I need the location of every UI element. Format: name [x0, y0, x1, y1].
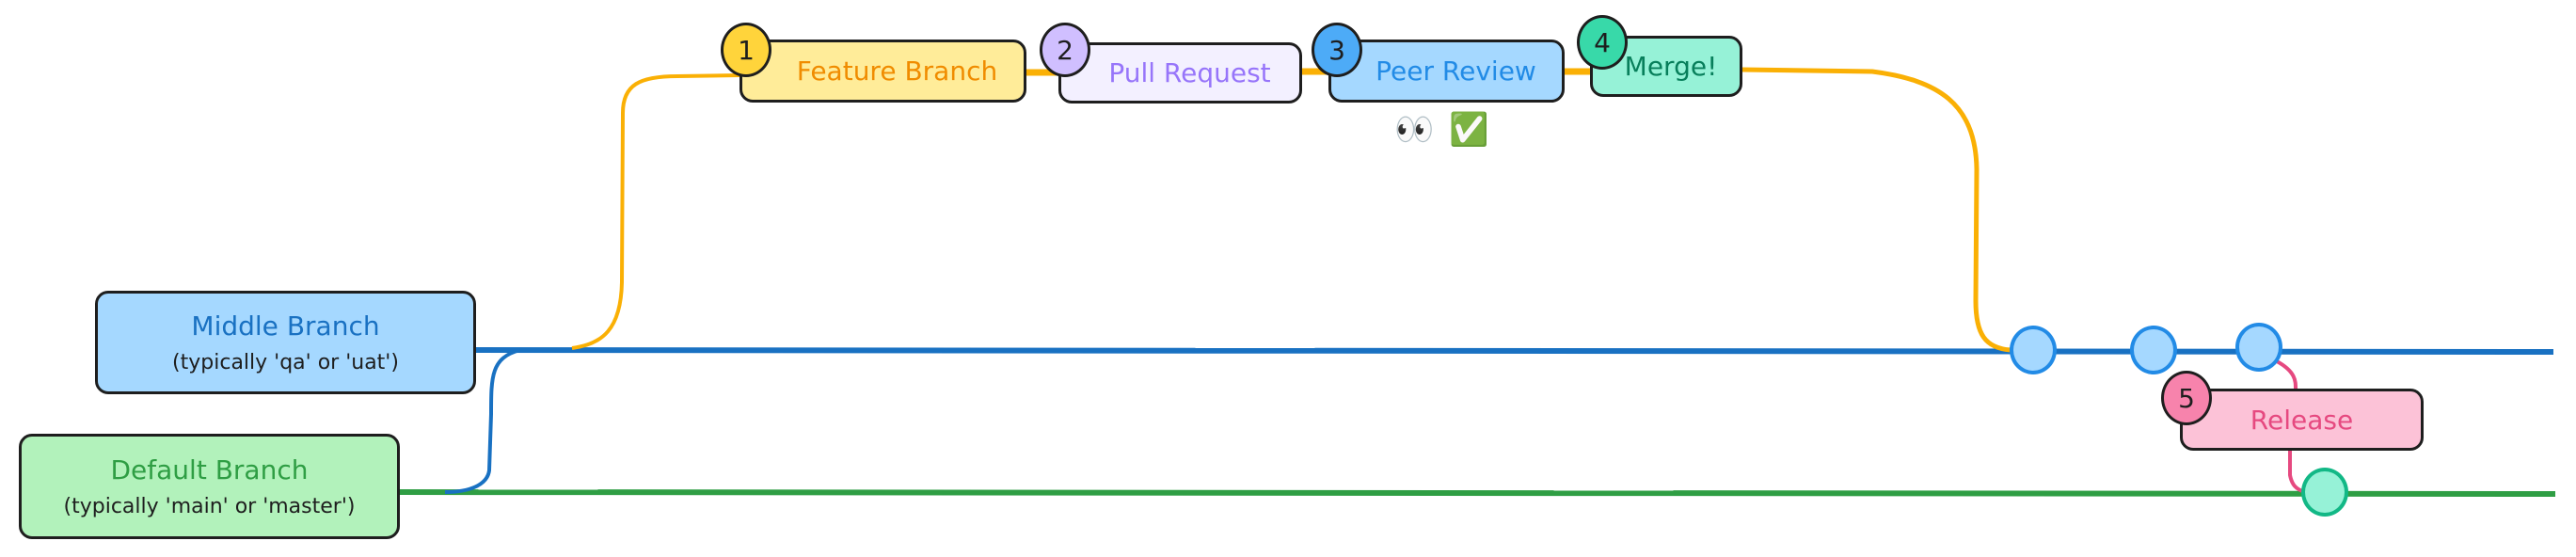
pull-request-label: Pull Request	[1108, 57, 1271, 88]
middle-branch-box: Middle Branch (typically 'qa' or 'uat')	[95, 291, 476, 394]
step-3-badge: 3	[1312, 23, 1362, 77]
eyes-emoji: 👀	[1394, 111, 1435, 149]
step-4-number: 4	[1594, 26, 1611, 58]
feature-branch-box: Feature Branch	[739, 40, 1026, 103]
step-5-badge: 5	[2161, 371, 2212, 425]
middle-commit-3	[2235, 323, 2282, 372]
middle-to-default-link	[444, 348, 521, 494]
default-branch-title: Default Branch	[110, 454, 309, 485]
default-branch-box: Default Branch (typically 'main' or 'mas…	[19, 434, 400, 539]
step-5-number: 5	[2178, 382, 2195, 414]
middle-branch-title: Middle Branch	[191, 310, 380, 342]
middle-commit-2	[2130, 326, 2177, 374]
step-1-badge: 1	[721, 23, 771, 77]
step-4-badge: 4	[1577, 15, 1628, 70]
release-box: Release	[2180, 389, 2424, 451]
feature-branch-label: Feature Branch	[796, 56, 998, 87]
feature-branch-out-line	[571, 73, 740, 350]
default-branch-subtitle: (typically 'main' or 'master')	[63, 495, 356, 518]
check-mark-emoji: ✅	[1449, 111, 1489, 149]
merge-label: Merge!	[1624, 51, 1718, 82]
step-1-number: 1	[738, 34, 755, 66]
middle-commit-1	[2010, 326, 2057, 374]
step-3-number: 3	[1328, 34, 1345, 66]
middle-branch-subtitle: (typically 'qa' or 'uat')	[172, 351, 399, 374]
default-commit-release	[2301, 468, 2348, 517]
middle-branch-line	[475, 347, 2554, 355]
step-2-badge: 2	[1040, 23, 1090, 77]
release-link-top	[2276, 359, 2298, 390]
peer-review-box: Peer Review	[1328, 40, 1565, 103]
default-branch-line	[399, 489, 2556, 497]
pull-request-box: Pull Request	[1058, 42, 1302, 103]
merge-back-line	[1741, 67, 2012, 353]
step-2-number: 2	[1057, 34, 1073, 66]
peer-review-label: Peer Review	[1375, 56, 1536, 87]
release-label: Release	[2250, 404, 2354, 436]
